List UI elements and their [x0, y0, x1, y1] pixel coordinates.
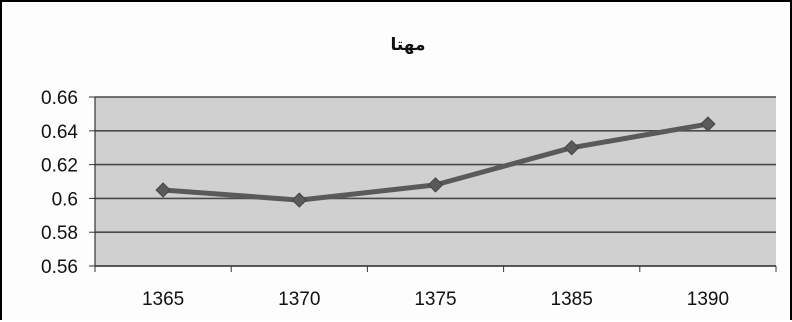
data-point-marker — [427, 177, 444, 193]
data-point-marker — [155, 182, 171, 198]
y-tick-label: 0.58 — [41, 223, 78, 244]
y-tick-label: 0.56 — [41, 257, 78, 278]
axes — [94, 97, 777, 272]
x-tick-label: 1385 — [551, 289, 593, 310]
x-tick-labels: 1365 1370 1375 1385 1390 — [142, 289, 729, 310]
y-tick-label: 0.64 — [41, 122, 78, 143]
x-tick-label: 1370 — [278, 289, 320, 310]
y-tick-label: 0.62 — [41, 156, 78, 177]
x-tick-label: 1390 — [687, 289, 729, 310]
y-tick-label: 0.66 — [41, 88, 78, 109]
x-tick-label: 1375 — [414, 289, 456, 310]
y-tick-labels: 0.56 0.58 0.6 0.62 0.64 0.66 — [41, 88, 78, 278]
data-point-marker — [700, 116, 716, 132]
series-layer — [155, 116, 716, 208]
x-tick-label: 1365 — [142, 289, 184, 310]
gridlines — [89, 96, 776, 267]
y-tick-label: 0.6 — [52, 189, 78, 210]
data-point-marker — [291, 192, 308, 208]
chart-title: مهتا — [390, 35, 425, 55]
data-point-marker — [563, 139, 580, 156]
